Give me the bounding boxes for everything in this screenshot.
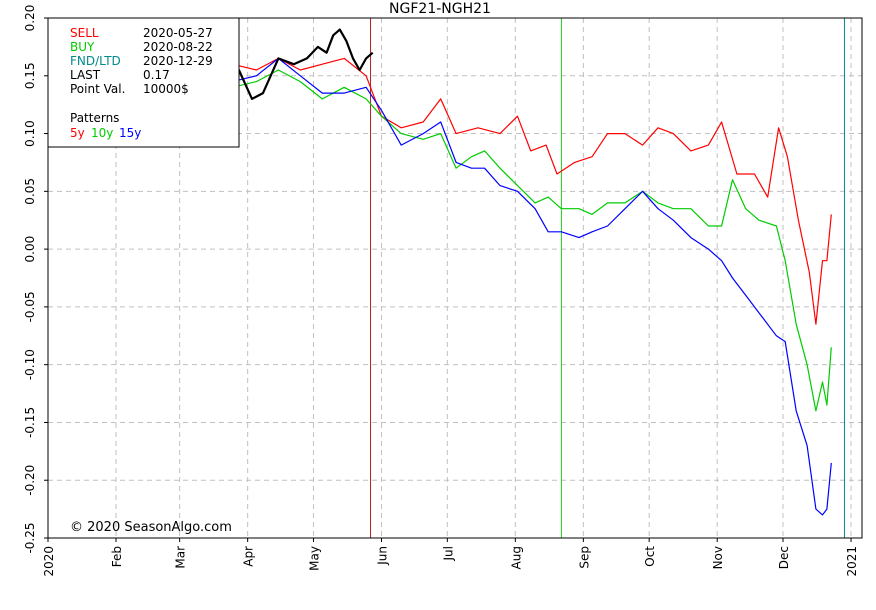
- legend-pointval-value: 10000$: [143, 82, 189, 96]
- x-tick-label: 2021: [845, 546, 859, 577]
- series-layer: [209, 28, 832, 516]
- x-tick-label: Apr: [242, 546, 256, 567]
- legend-sell-value: 2020-05-27: [143, 26, 213, 40]
- series-line-2: [210, 57, 832, 516]
- y-tick-label: 0.05: [23, 178, 37, 205]
- x-tick-label: Nov: [711, 546, 725, 569]
- series-line-1: [210, 69, 832, 412]
- y-tick-label: 0.20: [23, 5, 37, 32]
- x-tick-label: Sep: [577, 546, 591, 569]
- y-tick-label: -0.10: [23, 349, 37, 380]
- y-tick-label: 0.15: [23, 62, 37, 89]
- x-tick-label: Jul: [441, 546, 455, 561]
- legend-pattern-15y: 15y: [119, 126, 141, 140]
- copyright-text: © 2020 SeasonAlgo.com: [70, 520, 232, 535]
- legend-patterns-label: Patterns: [70, 111, 119, 125]
- y-axis: 0.20 0.15 0.10 0.05 0.00 -0.05 -0.10 -0.15 -0.20…: [23, 5, 48, 554]
- y-tick-label: -0.15: [23, 407, 37, 438]
- legend-buy-label: BUY: [70, 40, 95, 54]
- series-line-0: [209, 57, 832, 325]
- x-tick-label: Oct: [643, 546, 657, 567]
- y-tick-label: 0.00: [23, 236, 37, 263]
- x-tick-label: May: [307, 546, 321, 571]
- legend-buy-value: 2020-08-22: [143, 40, 213, 54]
- legend-box: [47, 17, 240, 148]
- x-tick-label: Dec: [777, 546, 791, 569]
- y-tick-label: -0.20: [23, 465, 37, 496]
- x-tick-label: Jun: [375, 546, 389, 566]
- legend-pattern-5y: 5y: [70, 126, 85, 140]
- legend-last-value: 0.17: [143, 68, 170, 82]
- x-tick-label: Mar: [174, 546, 188, 569]
- x-tick-label: Feb: [110, 546, 124, 567]
- legend-pattern-10y: 10y: [91, 126, 113, 140]
- y-tick-label: -0.05: [23, 291, 37, 322]
- legend-fnd-label: FND/LTD: [70, 54, 121, 68]
- legend-sell-label: SELL: [70, 26, 99, 40]
- series-line-3: [220, 28, 374, 100]
- legend-last-label: LAST: [70, 68, 101, 82]
- chart-title: NGF21-NGH21: [389, 1, 491, 17]
- legend-fnd-value: 2020-12-29: [143, 54, 213, 68]
- y-tick-label: 0.10: [23, 120, 37, 147]
- x-tick-label: Aug: [509, 546, 523, 569]
- plot-frame: [47, 17, 863, 539]
- legend-pointval-label: Point Val.: [70, 82, 125, 96]
- legend: SELL 2020-05-27 BUY 2020-08-22 FND/LTD 2…: [47, 17, 240, 148]
- x-tick-label: 2020: [42, 546, 56, 577]
- y-tick-label: -0.25: [23, 522, 37, 553]
- x-axis: 2020 Feb Mar Apr May Jun Jul Aug Sep Oct Nov Dec 202…: [42, 538, 859, 577]
